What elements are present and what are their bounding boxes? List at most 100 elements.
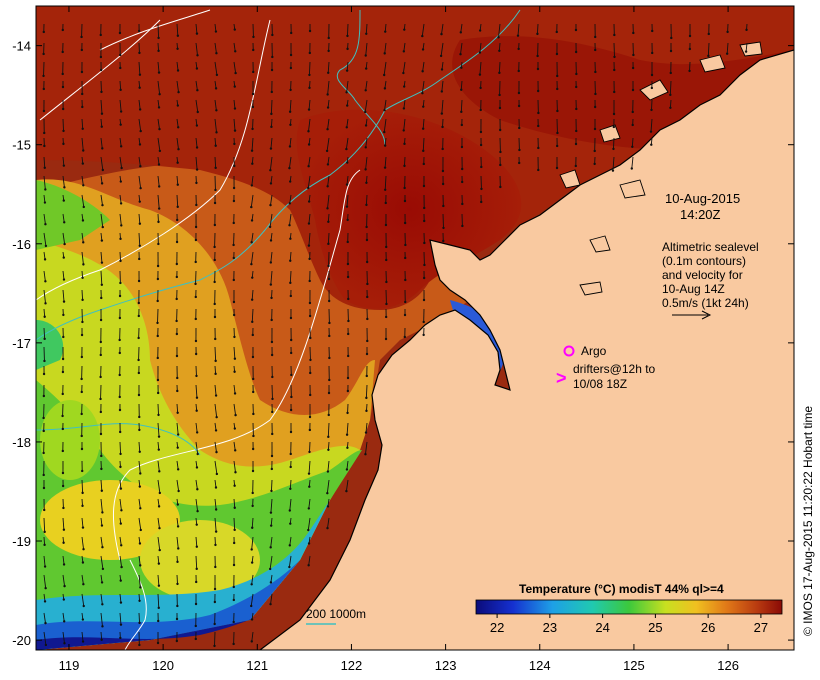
y-tick-label: -19 bbox=[12, 534, 31, 549]
velocity-vector bbox=[157, 175, 160, 187]
velocity-vector bbox=[62, 118, 64, 131]
velocity-vector-head bbox=[63, 642, 66, 645]
velocity-vector bbox=[250, 593, 254, 607]
velocity-vector-head bbox=[688, 34, 692, 38]
velocity-vector bbox=[214, 156, 217, 168]
velocity-vector-head bbox=[176, 34, 180, 37]
velocity-vector-head bbox=[365, 238, 369, 242]
velocity-vector-head bbox=[138, 108, 142, 111]
velocity-vector-head bbox=[194, 260, 197, 264]
velocity-vector-head bbox=[100, 467, 103, 471]
velocity-vector-head bbox=[289, 88, 292, 92]
velocity-vector bbox=[157, 593, 160, 608]
velocity-vector-head bbox=[288, 145, 292, 148]
velocity-vector bbox=[157, 460, 160, 472]
velocity-vector-head bbox=[365, 260, 369, 264]
velocity-vector-head bbox=[44, 643, 48, 647]
velocity-vector bbox=[62, 175, 65, 188]
velocity-vector bbox=[460, 99, 463, 112]
x-tick-label: 126 bbox=[717, 658, 739, 673]
velocity-vector-head bbox=[288, 202, 291, 205]
velocity-vector bbox=[214, 137, 217, 146]
velocity-vector-head bbox=[139, 472, 142, 475]
altimetry-line-5: 0.5m/s (1kt 24h) bbox=[662, 296, 749, 310]
velocity-vector-head bbox=[118, 430, 122, 434]
velocity-vector bbox=[62, 289, 65, 302]
velocity-vector-head bbox=[139, 165, 142, 168]
velocity-vector-head bbox=[176, 161, 179, 164]
colorbar: Temperature (°C) modisT 44% ql>=4 22 23 24… bbox=[475, 582, 783, 635]
velocity-vector-head bbox=[120, 224, 123, 227]
velocity-vector-head bbox=[62, 142, 65, 146]
velocity-vector-head bbox=[80, 390, 83, 394]
velocity-vector-head bbox=[215, 131, 218, 134]
velocity-vector-head bbox=[195, 567, 198, 571]
velocity-vector-head bbox=[289, 522, 292, 525]
velocity-vector-head bbox=[80, 70, 84, 74]
velocity-vector bbox=[346, 194, 349, 207]
velocity-vector-head bbox=[82, 548, 85, 551]
velocity-vector-head bbox=[403, 199, 407, 203]
velocity-vector-head bbox=[42, 473, 45, 477]
velocity-vector bbox=[403, 118, 406, 131]
velocity-vector-head bbox=[364, 124, 368, 127]
velocity-vector-head bbox=[139, 129, 142, 133]
velocity-vector-head bbox=[270, 454, 274, 458]
velocity-vector-head bbox=[81, 92, 84, 96]
velocity-vector-head bbox=[365, 32, 368, 35]
velocity-vector bbox=[403, 99, 406, 109]
velocity-vector-head bbox=[345, 147, 348, 151]
velocity-vector-head bbox=[250, 184, 254, 187]
velocity-vector-head bbox=[99, 410, 103, 414]
velocity-vector-head bbox=[421, 34, 424, 38]
velocity-vector-head bbox=[365, 181, 368, 184]
velocity-vector-head bbox=[442, 239, 445, 243]
velocity-vector bbox=[100, 517, 103, 526]
velocity-vector-head bbox=[250, 149, 254, 152]
colorbar-ticks: 22 23 24 25 26 27 bbox=[490, 614, 768, 635]
velocity-vector bbox=[669, 80, 672, 95]
velocity-vector-head bbox=[744, 50, 748, 53]
velocity-vector bbox=[195, 156, 198, 170]
velocity-vector bbox=[119, 593, 122, 603]
velocity-vector bbox=[214, 23, 217, 32]
velocity-vector-head bbox=[195, 203, 198, 207]
velocity-vector bbox=[384, 99, 387, 111]
velocity-vector bbox=[214, 42, 217, 54]
velocity-vector-head bbox=[195, 466, 199, 469]
velocity-vector bbox=[157, 80, 161, 95]
velocity-vector bbox=[81, 631, 84, 642]
velocity-vector-head bbox=[175, 319, 178, 323]
velocity-vector-head bbox=[441, 125, 444, 129]
colorbar-tick-label: 27 bbox=[754, 620, 768, 635]
velocity-vector-head bbox=[288, 544, 292, 547]
velocity-vector bbox=[157, 555, 160, 564]
velocity-vector-head bbox=[44, 188, 47, 191]
velocity-vector-head bbox=[612, 147, 615, 151]
velocity-vector bbox=[43, 308, 46, 317]
velocity-vector-head bbox=[138, 485, 142, 488]
velocity-vector-head bbox=[101, 168, 105, 172]
velocity-vector-head bbox=[327, 448, 330, 452]
velocity-vector-head bbox=[43, 166, 46, 169]
velocity-vector-head bbox=[441, 169, 445, 173]
velocity-vector bbox=[289, 498, 292, 511]
velocity-vector-head bbox=[43, 315, 46, 318]
velocity-vector-head bbox=[442, 204, 445, 208]
colorbar-tick-label: 22 bbox=[490, 620, 504, 635]
velocity-vector bbox=[631, 156, 634, 169]
velocity-vector bbox=[43, 251, 46, 260]
velocity-vector-head bbox=[383, 166, 387, 169]
velocity-vector bbox=[81, 232, 84, 243]
velocity-vector-head bbox=[537, 168, 540, 172]
velocity-vector bbox=[422, 118, 425, 129]
velocity-vector-head bbox=[214, 337, 217, 341]
velocity-vector bbox=[251, 137, 254, 151]
velocity-vector bbox=[176, 194, 179, 207]
velocity-vector-head bbox=[308, 86, 311, 90]
velocity-vector-head bbox=[251, 127, 254, 131]
velocity-vector-head bbox=[177, 126, 180, 129]
velocity-vector bbox=[81, 118, 84, 129]
velocity-vector-head bbox=[232, 313, 236, 317]
velocity-vector-head bbox=[250, 561, 254, 564]
